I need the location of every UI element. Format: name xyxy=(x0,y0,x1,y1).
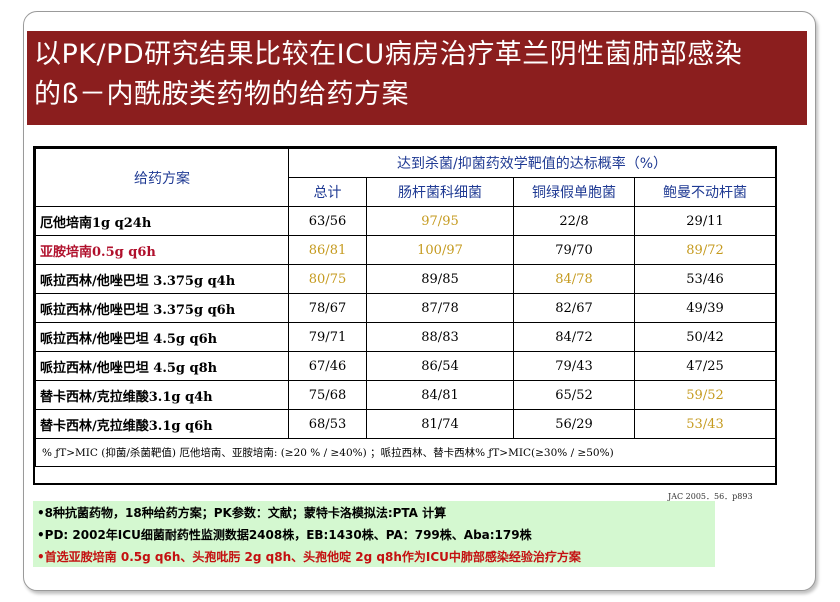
results-table: 给药方案 达到杀菌/抑菌药效学靶值的达标概率（%） 总计 肠杆菌科细菌 铜绿假单… xyxy=(33,146,777,485)
header-enterobacteriaceae: 肠杆菌科细菌 xyxy=(366,177,514,207)
table-cell: 81/74 xyxy=(366,409,514,439)
table-cell: 47/25 xyxy=(633,351,777,381)
table-cell: 59/52 xyxy=(633,380,777,410)
table-row: 哌拉西林/他唑巴坦 3.375g q4h 80/75 89/85 84/78 5… xyxy=(35,264,777,294)
table-cell: 79/43 xyxy=(513,351,635,381)
note-item: •PD: 2002年ICU细菌耐药性监测数据2408株，EB:1430株、PA：… xyxy=(37,528,532,542)
table-cell: 65/52 xyxy=(513,380,635,410)
header-acinetobacter: 鲍曼不动杆菌 xyxy=(633,177,777,207)
table-cell: 84/78 xyxy=(513,264,635,294)
header-total: 总计 xyxy=(288,177,367,207)
table-cell: 68/53 xyxy=(288,409,367,439)
regimen-cell: 亚胺培南0.5g q6h xyxy=(35,235,289,265)
table-cell: 100/97 xyxy=(366,235,514,265)
reference-citation: JAC 2005．56．p893 xyxy=(668,492,753,501)
table-cell: 84/72 xyxy=(513,322,635,352)
table-cell: 53/46 xyxy=(633,264,777,294)
table-row: 哌拉西林/他唑巴坦 3.375g q6h 78/67 87/78 82/67 4… xyxy=(35,293,777,323)
regimen-cell: 厄他培南1g q24h xyxy=(35,206,289,236)
note-item: •8种抗菌药物，18种给药方案；PK参数：文献；蒙特卡洛模拟法:PTA 计算 xyxy=(37,506,447,520)
table-cell: 89/72 xyxy=(633,235,777,265)
table-row: 厄他培南1g q24h 63/56 97/95 22/8 29/11 xyxy=(35,206,777,236)
note-item-recommendation: •首选亚胺培南 0.5g q6h、头孢吡肟 2g q8h、头孢他啶 2g q8h… xyxy=(37,550,581,564)
regimen-cell: 哌拉西林/他唑巴坦 3.375g q4h xyxy=(35,264,289,294)
table-row: 替卡西林/克拉维酸3.1g q4h 75/68 84/81 65/52 59/5… xyxy=(35,380,777,410)
regimen-cell: 哌拉西林/他唑巴坦 4.5g q8h xyxy=(35,351,289,381)
table-cell: 63/56 xyxy=(288,206,367,236)
title-line-1: 以PK/PD研究结果比较在ICU病房治疗革兰阴性菌肺部感染 xyxy=(34,39,743,70)
regimen-cell: 替卡西林/克拉维酸3.1g q4h xyxy=(35,380,289,410)
notes-box: •8种抗菌药物，18种给药方案；PK参数：文献；蒙特卡洛模拟法:PTA 计算 •… xyxy=(33,501,715,567)
table-cell: 53/43 xyxy=(633,409,777,439)
table-cell: 88/83 xyxy=(366,322,514,352)
table-row: 哌拉西林/他唑巴坦 4.5g q6h 79/71 88/83 84/72 50/… xyxy=(35,322,777,352)
header-pseudomonas: 铜绿假单胞菌 xyxy=(513,177,635,207)
title-bar: 以PK/PD研究结果比较在ICU病房治疗革兰阴性菌肺部感染 的ß－内酰胺类药物的… xyxy=(27,31,807,125)
table-cell: 97/95 xyxy=(366,206,514,236)
table-cell: 82/67 xyxy=(513,293,635,323)
table-cell: 86/81 xyxy=(288,235,367,265)
table-cell: 22/8 xyxy=(513,206,635,236)
header-regimen: 给药方案 xyxy=(35,148,289,207)
table-cell: 78/67 xyxy=(288,293,367,323)
table-footnote: % ƒT>MIC (抑菌/杀菌靶值) 厄他培南、亚胺培南: (≥20 % / ≥… xyxy=(34,438,777,467)
table-cell: 75/68 xyxy=(288,380,367,410)
regimen-cell: 替卡西林/克拉维酸3.1g q6h xyxy=(35,409,289,439)
table-row: 亚胺培南0.5g q6h 86/81 100/97 79/70 89/72 xyxy=(35,235,777,265)
regimen-cell: 哌拉西林/他唑巴坦 3.375g q6h xyxy=(35,293,289,323)
table-cell: 86/54 xyxy=(366,351,514,381)
table-cell: 29/11 xyxy=(633,206,777,236)
table-cell: 84/81 xyxy=(366,380,514,410)
table-cell: 80/75 xyxy=(288,264,367,294)
title-line-2: 的ß－内酰胺类药物的给药方案 xyxy=(34,79,410,110)
table-cell: 89/85 xyxy=(366,264,514,294)
header-target-probability: 达到杀菌/抑菌药效学靶值的达标概率（%） xyxy=(287,148,777,178)
table-cell: 79/71 xyxy=(288,322,367,352)
table-row: 替卡西林/克拉维酸3.1g q6h 68/53 81/74 56/29 53/4… xyxy=(35,409,777,439)
table-cell: 79/70 xyxy=(513,235,635,265)
table-cell: 56/29 xyxy=(513,409,635,439)
table-cell: 87/78 xyxy=(366,293,514,323)
table-cell: 49/39 xyxy=(633,293,777,323)
table-cell: 50/42 xyxy=(633,322,777,352)
table-cell: 67/46 xyxy=(288,351,367,381)
regimen-cell: 哌拉西林/他唑巴坦 4.5g q6h xyxy=(35,322,289,352)
table-row: 哌拉西林/他唑巴坦 4.5g q8h 67/46 86/54 79/43 47/… xyxy=(35,351,777,381)
